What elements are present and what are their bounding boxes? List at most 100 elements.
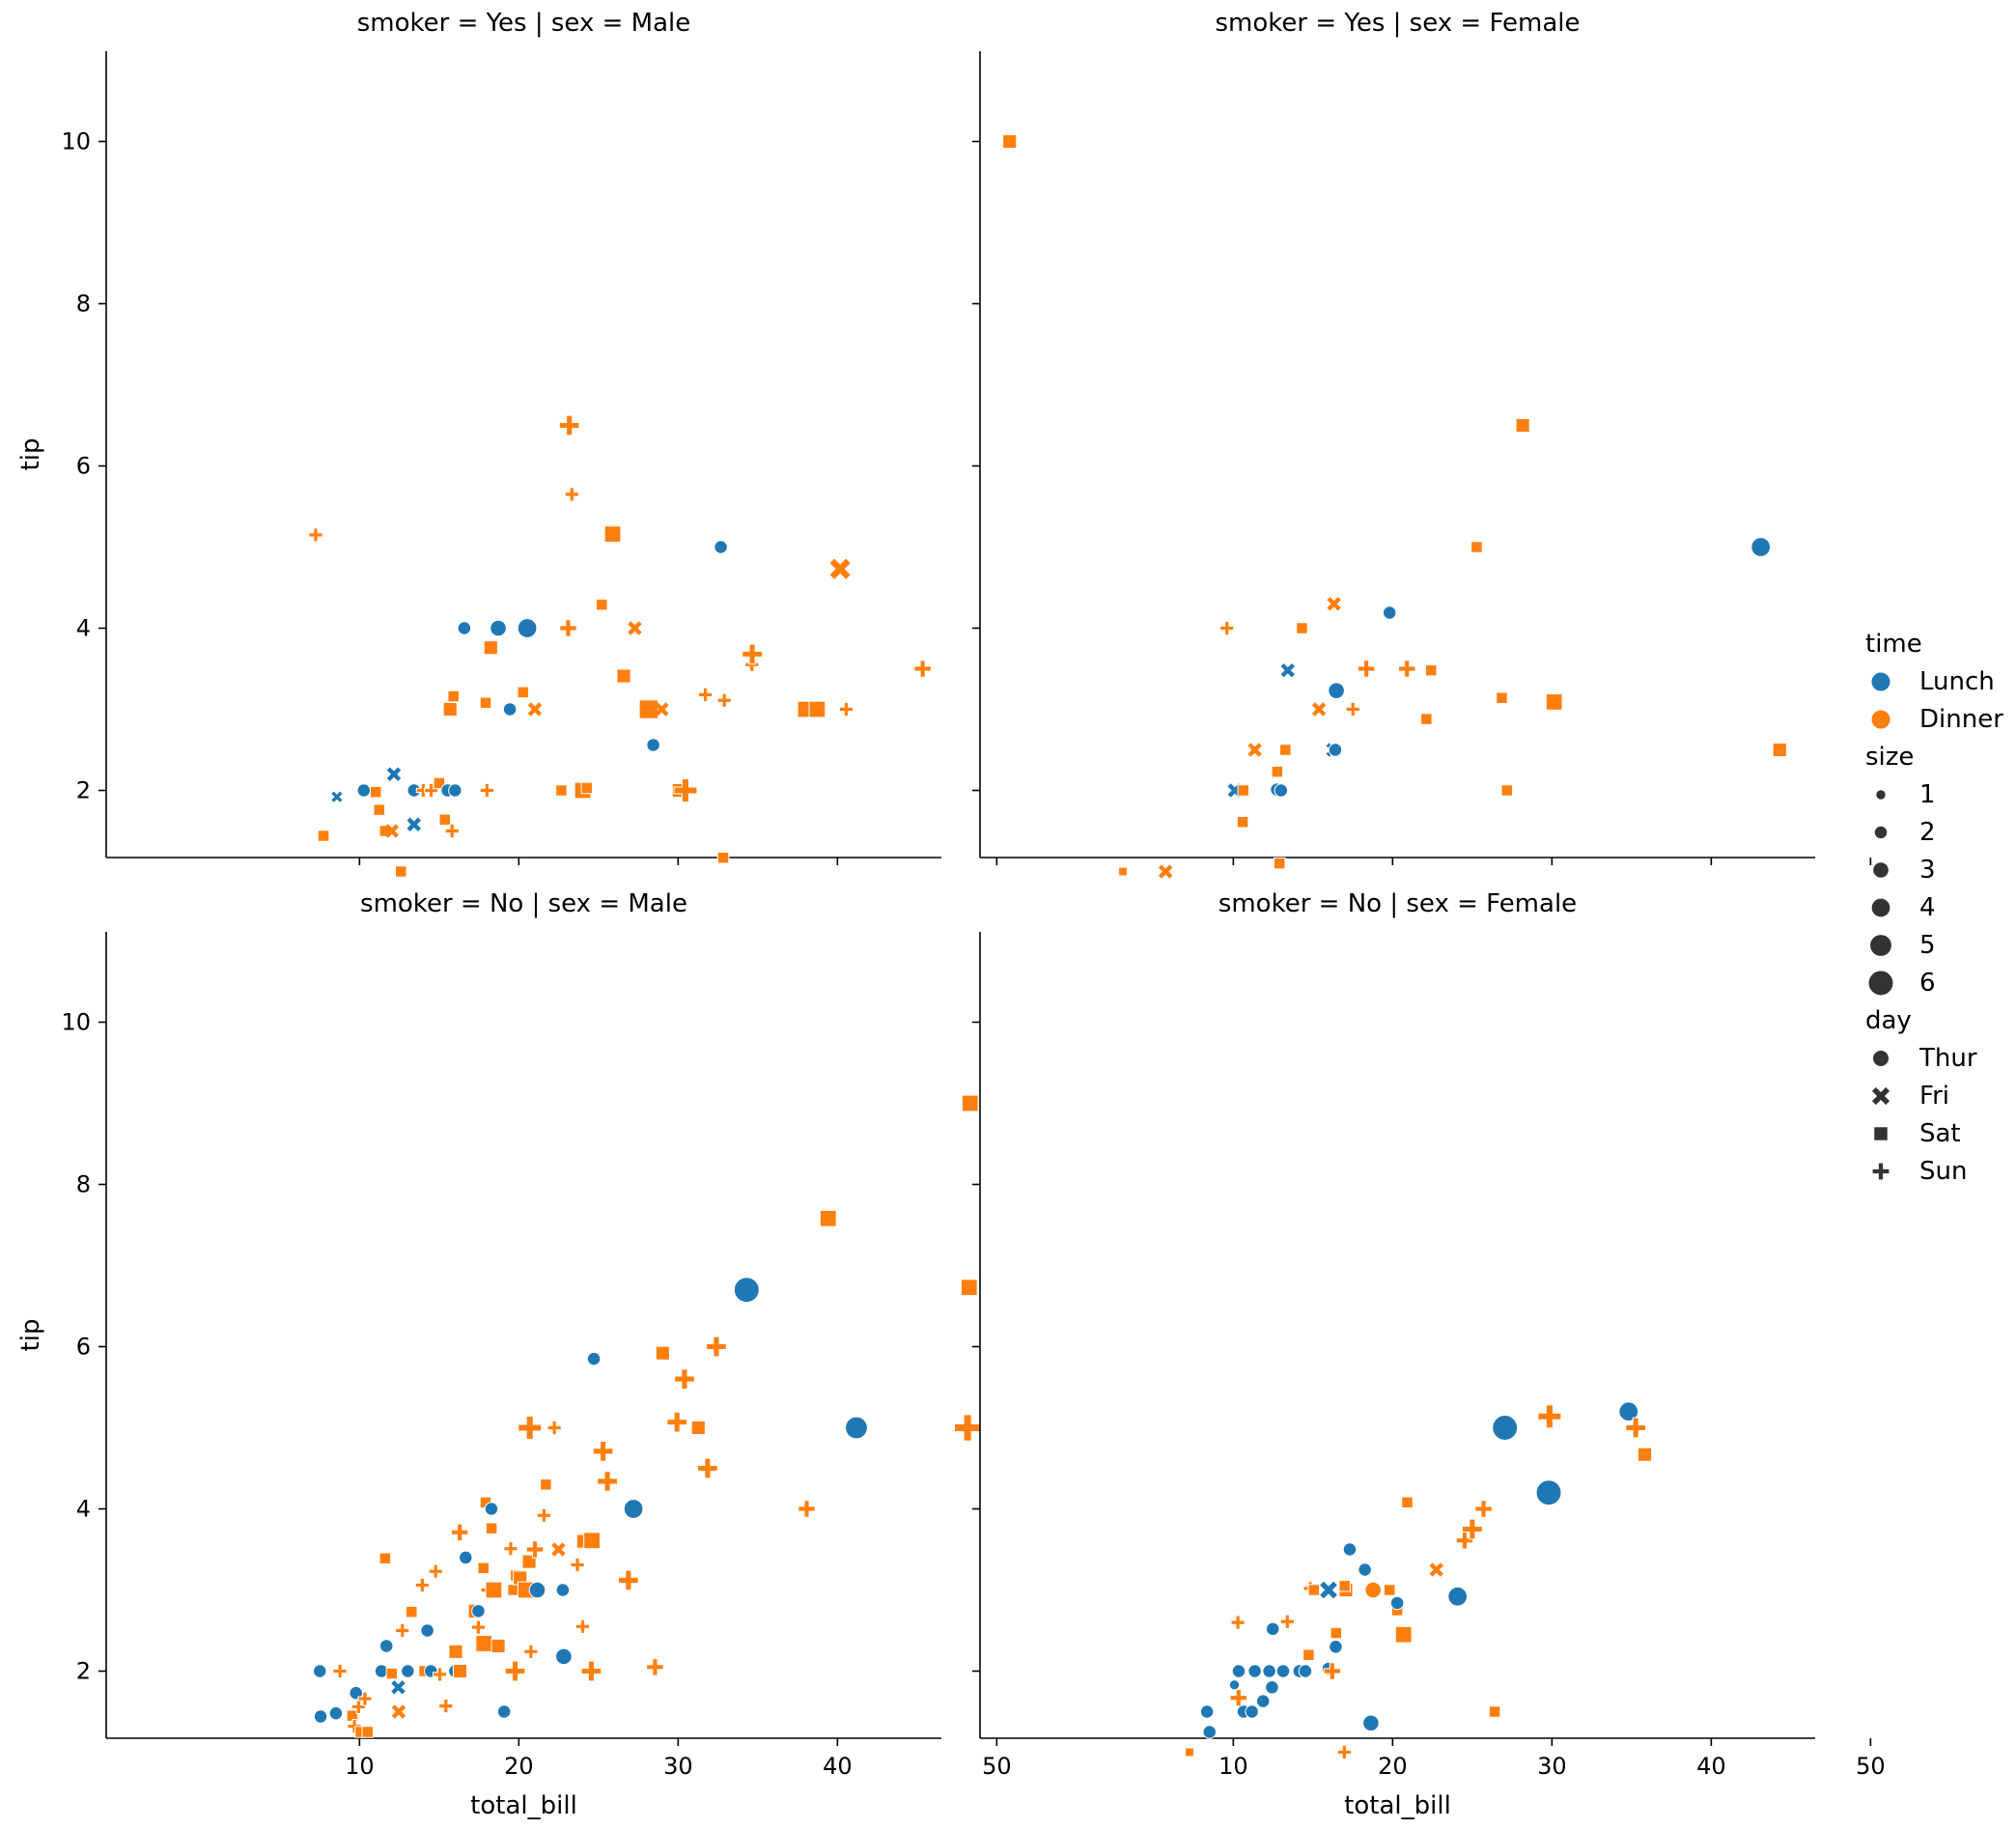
data-point [1425,663,1438,677]
data-point [525,1540,545,1559]
data-point [1455,1532,1474,1550]
data-point [386,767,402,781]
data-point [433,776,446,790]
legend-label: 2 [1919,818,1936,847]
data-point [1236,816,1249,829]
data-point [471,1604,486,1618]
data-point [385,1667,399,1680]
facet-title: smoker = Yes | sex = Male [357,9,691,38]
legend-size-swatch [1867,970,1894,997]
data-point [1383,1584,1396,1596]
data-point [733,1277,760,1304]
data-point [450,1523,469,1542]
data-points [1118,417,1787,879]
data-point [960,1279,978,1297]
x-tick-label: 40 [1696,1753,1726,1780]
data-point [1199,1704,1215,1719]
data-point [1229,1689,1248,1707]
data-point [655,1345,670,1361]
data-point [1266,1621,1280,1637]
data-point [332,1663,348,1679]
legend-style-swatch [1872,1050,1890,1067]
x-tick-label: 40 [823,1753,853,1780]
data-point [808,700,826,718]
data-point [391,1704,406,1719]
data-point [586,1351,602,1366]
legend-label: 4 [1919,893,1936,922]
data-point [655,702,669,717]
data-point [1500,784,1514,797]
data-point [518,1416,543,1440]
facet-panel: smoker = Yes | sex = Female [972,9,1872,879]
data-point [1279,1614,1295,1629]
data-point [1247,743,1262,757]
data-point [628,621,642,635]
data-point [1255,1694,1271,1708]
facet-title: smoker = No | sex = Male [360,889,687,918]
x-axis-label: total_bill [470,1791,577,1820]
data-point [742,643,763,665]
data-point [1274,783,1289,798]
data-point [555,784,568,797]
data-point [1230,1615,1246,1630]
x-tick-label: 20 [1378,1753,1408,1780]
data-point [646,1658,664,1676]
data-point [444,823,460,839]
data-point [555,1647,573,1666]
data-point [328,1705,344,1721]
x-axis-label: total_bill [1344,1791,1451,1820]
data-point [1323,1662,1342,1680]
data-point [580,1660,602,1682]
data-point [420,1623,434,1638]
data-point [697,1457,718,1479]
data-point [1447,1586,1469,1607]
data-point [1302,1648,1315,1661]
data-point [1311,702,1327,717]
data-point [1231,1664,1246,1678]
data-point [1625,1417,1646,1439]
y-tick-label: 8 [76,291,91,318]
data-point [574,1618,591,1634]
data-point [1470,541,1483,553]
data-point [1515,417,1530,434]
data-point [1364,1581,1383,1599]
legend-label: 3 [1919,856,1936,885]
legend-size-swatch [1870,897,1891,918]
facet-title: smoker = Yes | sex = Female [1216,9,1581,38]
facet-panel: smoker = No | sex = Female 10 20 30 40 50 tota… [972,889,1886,1820]
data-point [714,540,728,554]
data-point [1537,1404,1562,1429]
data-point [564,487,579,502]
y-tick-label: 8 [76,1171,91,1198]
data-point [618,1569,639,1591]
data-point [819,1209,837,1227]
y-tick-label: 10 [61,1009,91,1036]
data-point [442,701,458,718]
data-point [378,1639,394,1653]
legend-swatch [1870,671,1891,692]
data-point [317,830,330,842]
data-point [391,1680,406,1695]
data-point [523,1644,539,1659]
data-point [1185,1747,1194,1758]
data-point [1118,866,1128,877]
x-tick-label: 10 [1218,1753,1248,1780]
data-points [308,133,1018,878]
legend-style-swatch [1871,1086,1890,1106]
legend-title-time: time [1865,630,1922,659]
data-point [502,702,518,717]
data-point [361,1726,375,1738]
data-point [558,414,580,436]
data-point [690,1420,706,1436]
data-point [1329,1640,1343,1654]
data-point [1298,1664,1313,1678]
data-point [555,1583,571,1597]
legend-style-swatch [1873,1126,1889,1141]
legend-style-swatch [1871,1162,1890,1181]
data-point [1394,1625,1413,1644]
data-point [369,785,382,799]
data-point [1492,1415,1519,1441]
data-point [479,782,494,799]
facet-panel: smoker = No | sex = Male 2 4 6 8 10 10 20 30 40 50… [16,889,1012,1820]
